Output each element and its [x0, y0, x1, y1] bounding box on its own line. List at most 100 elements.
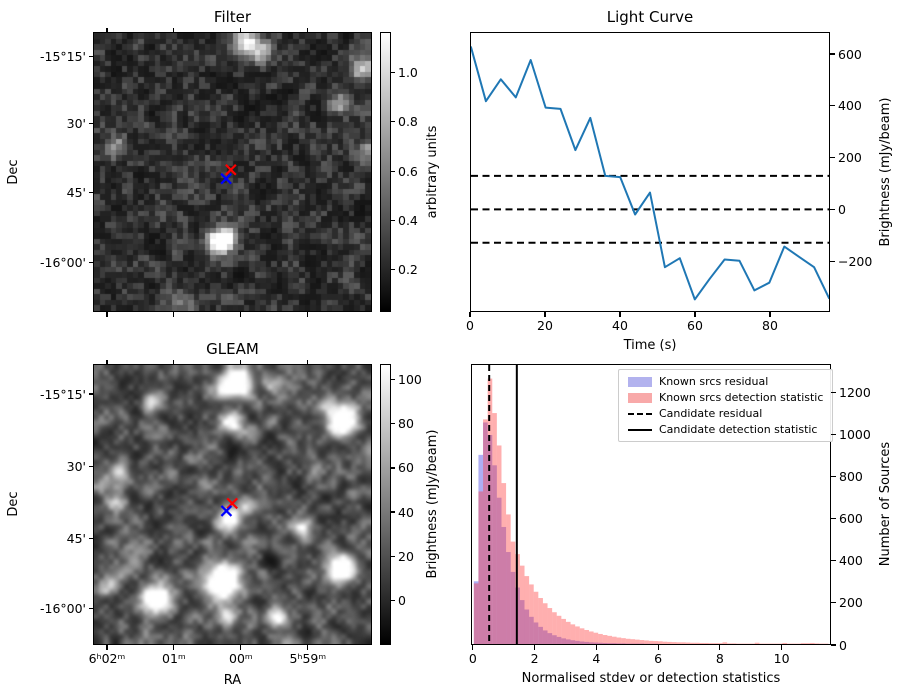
gleam-cbar-tick-label: 60 [398, 460, 414, 476]
candidate-position-red-x [226, 497, 239, 510]
hist-bar [496, 445, 502, 644]
hist-bar [575, 626, 580, 644]
hist-bar [561, 618, 566, 644]
gleam-cbar-tick [391, 511, 395, 513]
gleam-dec-axis-label: Dec [6, 491, 21, 517]
gleam-xtick-bottom [106, 645, 108, 650]
gleam-xtick-top [240, 359, 242, 364]
hist-bar [524, 576, 530, 644]
filter-ytick [88, 261, 93, 263]
gleam-ytick [88, 607, 93, 610]
legend-label: Candidate residual [659, 407, 763, 420]
hist-bar [754, 642, 760, 644]
hist-bar [708, 643, 714, 644]
hist-ytick-label: 600 [839, 511, 863, 527]
hist-xtick [657, 645, 659, 650]
hist-bar [533, 591, 539, 644]
gleam-xtick-bottom [173, 645, 175, 650]
hist-xtick-label: 8 [715, 651, 724, 666]
hist-bar [565, 621, 571, 644]
hist-bar [556, 615, 562, 644]
lc-xtick-label: 0 [466, 318, 474, 333]
hist-bar [538, 598, 543, 644]
gleam-cbar-tick-label: 40 [398, 504, 414, 520]
gleam-ytick-label: -16°00' [39, 600, 86, 616]
lc-xtick-label: 80 [762, 318, 778, 333]
lc-ytick-label: −200 [838, 253, 873, 269]
light-curve-plot-frame [470, 32, 830, 312]
legend-label: Candidate detection statistic [659, 423, 818, 436]
hist-xtick [781, 645, 783, 650]
hist-bar [593, 632, 599, 644]
hist-xtick [719, 645, 721, 650]
lc-ytick [830, 105, 835, 107]
hist-bar [625, 638, 631, 644]
hist-bar [635, 639, 640, 644]
hist-bar [621, 638, 626, 644]
gleam-cbar-tick-label: 0 [398, 592, 406, 608]
filter-markers-overlay [220, 163, 237, 185]
candidate-position-red-x [225, 163, 237, 176]
hist-bar [782, 642, 788, 644]
hist-ytick-label: 200 [839, 595, 863, 611]
legend-label: Known srcs detection statistic [659, 391, 824, 404]
hist-bar [510, 571, 516, 644]
filter-xtick-bottom [106, 312, 108, 317]
hist-ytick [831, 602, 836, 604]
filter-ytick [88, 123, 93, 125]
hist-ytick [831, 476, 836, 478]
gleam-cbar-tick [391, 467, 395, 469]
hist-xtick-label: 10 [773, 651, 790, 666]
light-curve-ylabel: Brightness (mJy/beam) [878, 97, 893, 247]
hist-bar [644, 640, 649, 644]
hist-bar [519, 600, 525, 644]
legend-solid-line-sample [628, 428, 652, 431]
legend-item: Known srcs detection statistic [628, 391, 823, 404]
hist-bar [588, 642, 594, 644]
lc-xtick-label: 60 [687, 318, 703, 333]
hist-bar [602, 642, 608, 644]
gleam-xtick-top [106, 359, 108, 364]
known-source-blue-x [220, 505, 233, 517]
hist-bar [524, 609, 530, 644]
hist-bar [662, 641, 668, 644]
gleam-xtick-label: 01ᵐ [162, 651, 186, 666]
hist-xtick-label: 2 [530, 651, 539, 666]
hist-ytick-label: 1200 [839, 384, 871, 400]
gleam-ytick [88, 393, 93, 395]
hist-ytick-label: 800 [839, 469, 863, 485]
lc-xtick [469, 312, 471, 317]
hist-bar [552, 612, 557, 644]
hist-bar [478, 454, 484, 644]
hist-bar [570, 624, 576, 644]
hist-bar [492, 465, 497, 644]
hist-bar [529, 616, 534, 644]
hist-bar [800, 643, 806, 644]
gleam-markers-overlay [220, 497, 239, 517]
hist-ytick [831, 644, 836, 646]
gleam-ytick [88, 537, 93, 539]
hist-bar [579, 628, 585, 644]
hist-bar [570, 640, 576, 644]
hist-ytick [831, 560, 836, 562]
hist-bar [483, 422, 488, 644]
filter-xtick-bottom [240, 312, 242, 317]
histogram-legend: Known srcs residual Known srcs detection … [618, 369, 834, 442]
gleam-colorbar [380, 364, 391, 645]
hist-xtick [472, 645, 474, 650]
filter-dec-axis-label: Dec [6, 159, 21, 185]
filter-cbar-tick [391, 219, 395, 222]
hist-bar [694, 642, 700, 644]
filter-cbar-tick [391, 269, 395, 271]
gleam-cbar-tick-label: 20 [398, 548, 414, 564]
lc-ytick-label: 200 [838, 150, 862, 166]
hist-xtick-label: 0 [468, 651, 477, 666]
hist-bar [556, 636, 562, 644]
gleam-cbar-tick [391, 379, 395, 381]
gleam-cbar-tick-label: 100 [398, 372, 422, 388]
known-source-blue-x [220, 172, 232, 185]
hist-bar [717, 643, 723, 644]
legend-patch-swatch [628, 392, 652, 403]
lc-ytick-label: 0 [838, 202, 846, 218]
filter-panel-title: Filter [213, 8, 252, 26]
